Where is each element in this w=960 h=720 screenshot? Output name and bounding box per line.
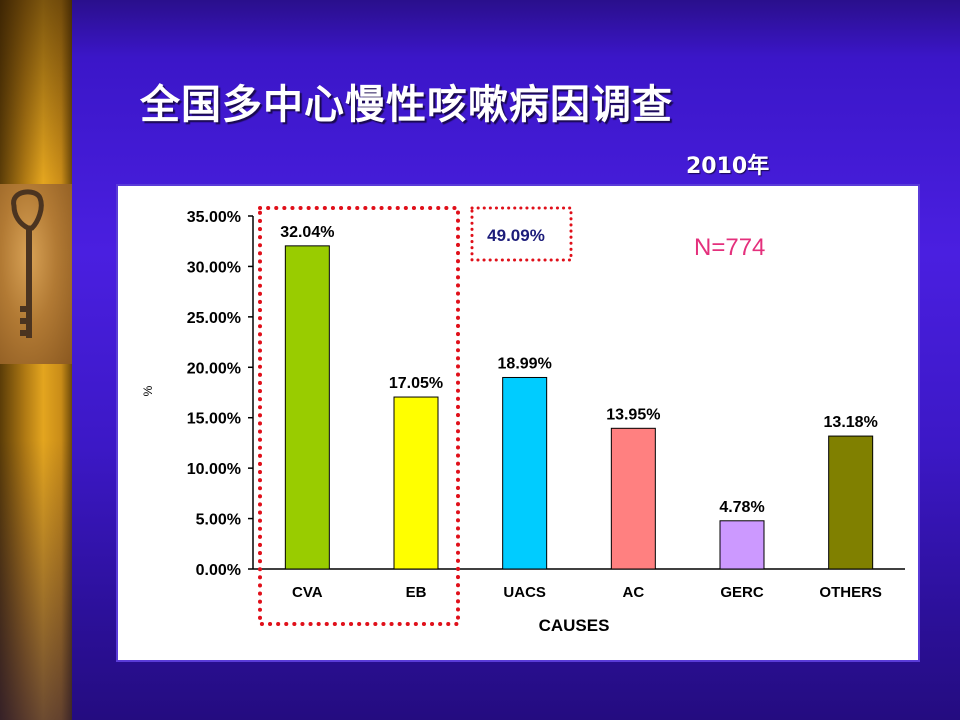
y-axis-title: %: [141, 385, 155, 396]
data-label-eb: 17.05%: [389, 375, 443, 392]
y-tick-label: 30.00%: [187, 259, 241, 276]
highlight-box-cva-eb: [258, 206, 460, 626]
bar-ac: [610, 427, 656, 570]
chart-panel: 0.00% 5.00% 10.00% 15.00% 20.00% 25.00% 30.00%…: [116, 184, 920, 662]
highlight-total-label: 49.09%: [487, 226, 545, 245]
y-tick-label: 0.00%: [196, 562, 241, 579]
x-tick-label-uacs: UACS: [503, 584, 546, 601]
bar-others: [828, 435, 874, 570]
bar-uacs: [502, 376, 548, 570]
bars: [284, 245, 874, 570]
x-tick-label-eb: EB: [406, 584, 427, 601]
x-tick-label-gerc: GERC: [720, 584, 764, 601]
x-tick-label-others: OTHERS: [819, 584, 882, 601]
key-icon: [11, 189, 44, 338]
year-label: 2010年: [686, 154, 770, 179]
data-label-ac: 13.95%: [606, 406, 660, 423]
labels: 32.04% CVA 17.05% EB 18.99% UACS 13.95% AC 4.78%…: [280, 224, 882, 601]
x-tick-label-ac: AC: [622, 584, 644, 601]
y-ticks: 0.00% 5.00% 10.00% 15.00% 20.00% 25.00% 30.00%…: [187, 209, 253, 579]
bar-eb: [393, 396, 439, 570]
data-label-cva: 32.04%: [280, 224, 334, 241]
x-axis-title: CAUSES: [539, 616, 610, 635]
bar-chart: 0.00% 5.00% 10.00% 15.00% 20.00% 25.00% 30.00%…: [141, 206, 905, 635]
x-tick-label-cva: CVA: [292, 584, 323, 601]
y-tick-label: 15.00%: [187, 411, 241, 428]
y-tick-label: 5.00%: [196, 512, 241, 529]
y-tick-label: 25.00%: [187, 310, 241, 327]
y-tick-label: 20.00%: [187, 360, 241, 377]
page-title: 全国多中心慢性咳嗽病因调查: [140, 82, 673, 128]
y-tick-label: 35.00%: [187, 209, 241, 226]
data-label-uacs: 18.99%: [498, 355, 552, 372]
bar-cva: [284, 245, 330, 570]
side-strip-shade-bottom: [0, 440, 72, 720]
antique-key-image: [0, 184, 72, 364]
y-tick-label: 10.00%: [187, 461, 241, 478]
data-label-others: 13.18%: [824, 414, 878, 431]
highlight-total-box: [470, 206, 573, 262]
data-label-gerc: 4.78%: [719, 499, 764, 516]
side-strip-shade-top: [0, 0, 72, 180]
sample-size-label: N=774: [694, 234, 765, 261]
bar-gerc: [719, 520, 765, 570]
